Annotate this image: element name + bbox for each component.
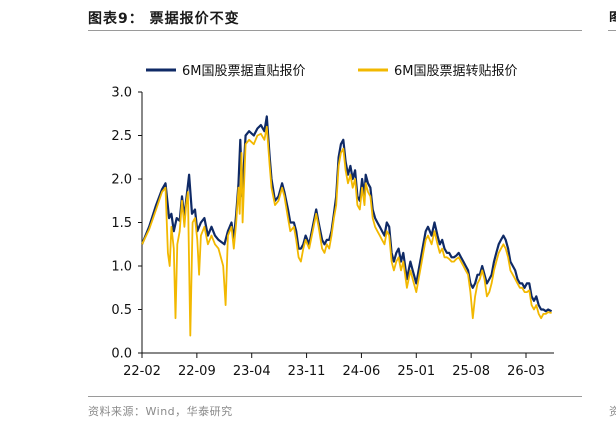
x-tick-label: 22-09: [178, 364, 216, 379]
y-tick-label: 2.5: [111, 129, 132, 144]
x-tick-label: 26-03: [507, 364, 545, 379]
legend: 6M国股票据直贴报价 6M国股票据转贴报价: [146, 64, 518, 79]
adjacent-figure-divider: [608, 30, 616, 31]
figure-title: 图表9： 票据报价不变: [88, 11, 240, 27]
x-tick-label: 23-04: [233, 364, 271, 379]
series-layer: [140, 115, 553, 337]
y-tick-label: 0.0: [111, 347, 132, 362]
y-tick-label: 3.0: [111, 86, 132, 101]
y-tick-label: 0.5: [111, 303, 132, 318]
series-line-1: [140, 115, 553, 313]
adjacent-source-fragment: 资: [609, 405, 616, 417]
x-tick-label: 25-08: [452, 364, 490, 379]
legend-label: 6M国股票据直贴报价: [182, 64, 306, 79]
y-tick-label: 1.5: [111, 216, 132, 231]
x-tick-label: 24-06: [343, 364, 381, 379]
legend-label: 6M国股票据转贴报价: [394, 64, 518, 79]
chart-axes: 0.0 0.5 1.0 1.5 2.0 2.5 3.0 22-02 22-09 23-04 23-1…: [111, 86, 554, 379]
x-tick-label: 23-11: [288, 364, 326, 379]
x-tick-label: 22-02: [123, 364, 161, 379]
source-note: 资料来源：Wind，华泰研究: [88, 405, 233, 418]
title-divider: [88, 30, 582, 31]
adjacent-figure-title-fragment: 图: [609, 8, 616, 22]
y-tick-label: 1.0: [111, 260, 132, 275]
source-divider: [88, 396, 582, 397]
y-tick-label: 2.0: [111, 173, 132, 188]
series-line-2: [141, 125, 552, 337]
x-tick-label: 25-01: [397, 364, 435, 379]
